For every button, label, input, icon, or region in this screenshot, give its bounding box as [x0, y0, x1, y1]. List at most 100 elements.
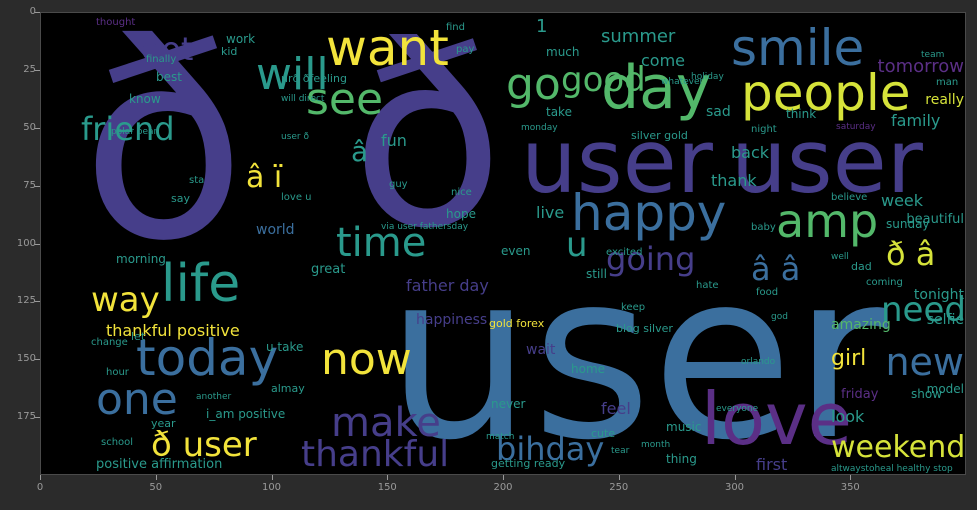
cloud-word: almay	[271, 382, 305, 395]
cloud-word: look	[831, 407, 865, 426]
cloud-word: thank	[711, 171, 757, 190]
cloud-word: â â	[751, 250, 801, 288]
cloud-word: via user fathersday	[381, 222, 469, 232]
wordcloud-image: user ð ð user user love day people smile want happ…	[40, 12, 966, 475]
y-tick-mark	[35, 301, 40, 303]
cloud-word: come	[641, 51, 686, 70]
cloud-word: tomorrow	[877, 56, 964, 77]
y-tick-label: 125	[16, 295, 36, 307]
y-tick-label: 150	[16, 353, 36, 365]
cloud-word: user ð	[281, 132, 309, 142]
cloud-word: believe	[831, 192, 868, 203]
x-tick-label: 150	[377, 482, 397, 493]
cloud-word: love	[701, 377, 852, 461]
cloud-word: gold forex	[489, 317, 545, 330]
cloud-word: new	[885, 340, 964, 384]
cloud-word: people	[741, 64, 911, 122]
cloud-word: holiday	[691, 72, 724, 82]
cloud-word: go	[506, 59, 561, 110]
cloud-word: world	[256, 222, 295, 238]
cloud-word: happy	[571, 184, 727, 242]
cloud-word: wait	[526, 342, 556, 358]
cloud-word: back	[731, 143, 770, 162]
cloud-word: amp	[776, 194, 879, 248]
cloud-word: user	[386, 224, 888, 475]
cloud-word: keep	[621, 302, 646, 313]
cloud-word: thing	[666, 452, 697, 466]
cloud-word: friend	[81, 110, 175, 148]
cloud-word: life	[161, 254, 241, 314]
cloud-word: happiness	[416, 312, 488, 328]
cloud-word: team	[921, 50, 945, 60]
cloud-word: will	[256, 49, 329, 100]
cloud-word: another	[196, 392, 232, 402]
cloud-word: man	[936, 77, 959, 88]
y-tick-mark	[35, 127, 40, 129]
cloud-word: thought	[96, 17, 136, 28]
cloud-word: school	[101, 437, 134, 448]
cloud-word: thankful positive	[106, 321, 240, 340]
cloud-word: weekend	[831, 430, 966, 465]
cloud-word: smile	[731, 19, 865, 77]
x-tick-label: 350	[840, 482, 860, 493]
x-tick-mark	[271, 475, 273, 480]
cloud-word: going	[606, 240, 696, 278]
y-tick-label: 75	[23, 179, 36, 191]
y-tick-label: 25	[23, 63, 36, 75]
x-tick-label: 0	[36, 482, 44, 493]
cloud-word: will direct	[281, 94, 325, 104]
cloud-word: ð â	[886, 235, 936, 273]
cloud-word: one	[96, 374, 178, 425]
cloud-word: monday	[521, 123, 558, 133]
cloud-word: whatever	[661, 77, 704, 87]
cloud-word: month	[641, 440, 671, 450]
cloud-word: u	[566, 225, 588, 265]
x-tick-label: 250	[609, 482, 629, 493]
x-tick-label: 300	[724, 482, 745, 493]
cloud-word: say	[171, 192, 190, 205]
x-tick-mark	[734, 475, 736, 480]
cloud-word: orlando	[741, 357, 776, 367]
cloud-word: excited	[606, 247, 643, 258]
cloud-word: ð user	[151, 425, 257, 465]
cloud-word: time	[336, 220, 427, 266]
cloud-word: work	[226, 32, 256, 46]
cloud-word: cute	[591, 427, 616, 440]
cloud-word: ð	[351, 12, 504, 283]
cloud-word: thankful	[301, 434, 450, 475]
x-tick-mark	[850, 475, 852, 480]
y-tick-mark	[35, 12, 40, 13]
cloud-word: i_am positive	[206, 407, 286, 421]
cloud-word: day	[601, 53, 712, 123]
x-tick-mark	[503, 475, 504, 480]
cloud-word: know	[129, 92, 161, 106]
cloud-word: way	[91, 280, 160, 320]
cloud-word: feel	[601, 399, 631, 418]
cloud-word: ð	[81, 12, 247, 300]
y-tick-mark	[35, 185, 40, 187]
x-tick-label: 200	[493, 482, 513, 493]
cloud-word: god	[771, 312, 788, 322]
cloud-word: hate	[696, 280, 719, 291]
cloud-word: home	[571, 362, 606, 376]
cloud-word: good	[561, 60, 646, 100]
cloud-word: week	[881, 191, 924, 210]
y-tick-label: 175	[16, 411, 36, 423]
cloud-word: see	[306, 74, 384, 125]
y-tick-mark	[35, 243, 40, 245]
cloud-word: change	[91, 337, 128, 348]
cloud-word: live	[536, 203, 565, 222]
y-tick-label: 100	[16, 237, 36, 249]
cloud-word: getting ready	[491, 457, 566, 470]
cloud-word: user	[521, 110, 713, 213]
cloud-word: dad	[851, 260, 872, 273]
cloud-word: sunday	[886, 217, 930, 231]
cloud-word: still	[586, 267, 607, 281]
cloud-word: never	[491, 397, 526, 411]
cloud-word: well	[831, 252, 849, 262]
cloud-word: â	[351, 135, 369, 168]
cloud-word: food	[756, 287, 779, 298]
x-tick-mark	[387, 475, 389, 480]
cloud-word: sta	[189, 175, 205, 186]
cloud-word: selfie	[926, 312, 964, 328]
